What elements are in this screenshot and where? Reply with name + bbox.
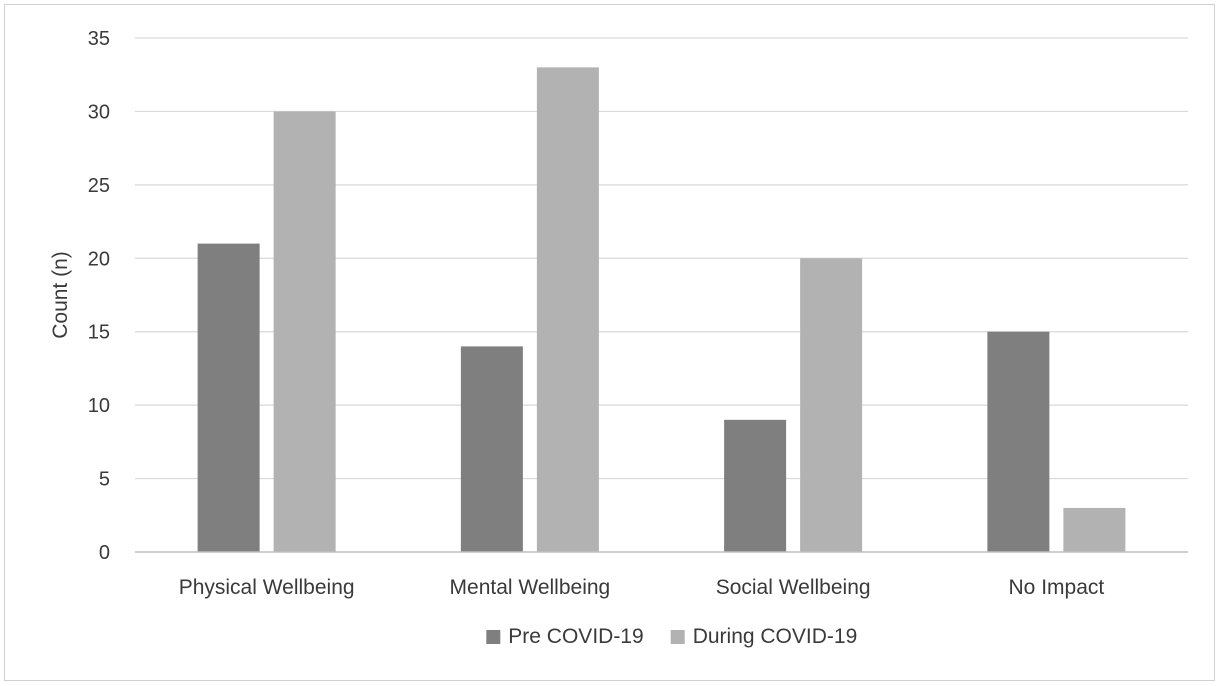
y-tick-label: 5 [99, 469, 110, 491]
y-tick-label: 15 [88, 322, 110, 344]
bar [1063, 507, 1126, 552]
legend-swatch [486, 630, 501, 644]
y-axis-title: Count (n) [49, 251, 72, 339]
x-category-label: No Impact [1009, 576, 1105, 599]
y-axis-ticks: 0 5 10 15 20 25 30 35 [88, 28, 110, 564]
bar [800, 258, 863, 552]
legend-label: During COVID-19 [693, 625, 858, 648]
x-category-label: Physical Wellbeing [179, 576, 355, 599]
y-tick-label: 20 [88, 248, 110, 270]
bar [460, 346, 523, 552]
legend-swatch [670, 630, 685, 644]
bar [987, 331, 1050, 552]
x-category-label: Social Wellbeing [716, 576, 871, 599]
legend-label: Pre COVID-19 [508, 625, 643, 648]
y-tick-label: 25 [88, 175, 110, 197]
bar [197, 243, 260, 552]
x-axis-categories: Physical Wellbeing Mental Wellbeing Social… [179, 576, 1105, 599]
y-tick-label: 10 [88, 395, 110, 417]
y-tick-label: 0 [99, 542, 110, 564]
bar [536, 67, 599, 552]
y-tick-label: 30 [88, 101, 110, 123]
bars [197, 67, 1126, 552]
legend: Pre COVID-19 During COVID-19 [486, 625, 857, 648]
x-category-label: Mental Wellbeing [450, 576, 611, 599]
bar [724, 419, 787, 552]
y-tick-label: 35 [88, 28, 110, 50]
bar [273, 111, 336, 552]
